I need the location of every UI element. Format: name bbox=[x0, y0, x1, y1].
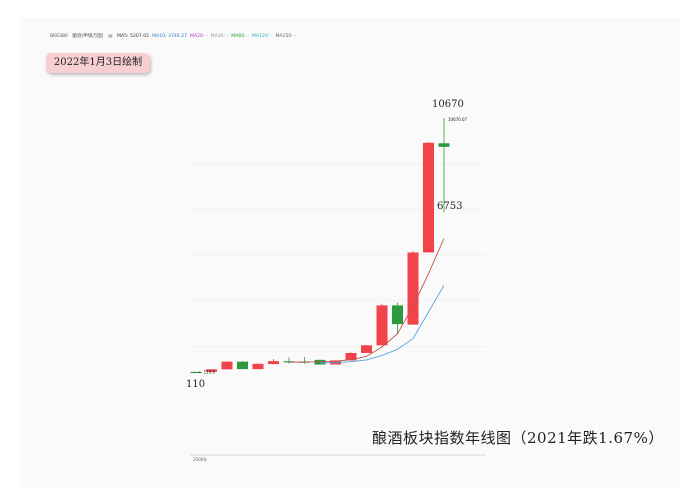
chart-caption: 酿酒板块指数年线图（2021年跌1.67%） bbox=[372, 429, 664, 447]
candle-body-12 bbox=[376, 305, 388, 346]
ma5-line bbox=[288, 238, 445, 363]
indicator-legend: BK0380 酿酒(申银万国) @ MA5: 5207.02 MA10: 3746… bbox=[50, 33, 302, 39]
ma-label-5: MA120: - bbox=[251, 34, 273, 39]
ma-label-1: MA10: 3746.27 bbox=[152, 34, 188, 39]
index-name: 酿酒(申银万国) bbox=[72, 34, 104, 39]
ma-label-0: MA5: 5207.02 bbox=[117, 34, 150, 39]
candle-body-2 bbox=[221, 361, 233, 370]
max-value-small-label: 10670.07 bbox=[448, 117, 468, 122]
max-value-label: 10670 bbox=[432, 99, 464, 110]
candle-body-14 bbox=[407, 252, 419, 325]
low-value-label: 6753 bbox=[437, 201, 462, 212]
candle-body-16 bbox=[438, 143, 450, 147]
chart-frame bbox=[20, 18, 680, 488]
x-axis-year-label: 2000年 bbox=[193, 457, 208, 462]
candle-body-1 bbox=[206, 369, 217, 372]
indicator-prefix: @ bbox=[107, 34, 113, 39]
ma-legend: MA5: 5207.02 MA10: 3746.27 MA20: - MA30: -M… bbox=[117, 34, 299, 39]
min-value-small-label: ← 110.6 bbox=[199, 370, 216, 375]
ma10-line bbox=[319, 284, 445, 364]
candle-body-13 bbox=[392, 305, 403, 325]
candle-body-15 bbox=[423, 142, 434, 253]
candle-body-8 bbox=[314, 359, 326, 365]
date-badge: 2022年1月3日绘制 bbox=[46, 53, 150, 73]
ma-label-3: MA30: - bbox=[210, 34, 229, 39]
index-code: BK0380 bbox=[50, 34, 68, 39]
candle-body-4 bbox=[252, 363, 264, 370]
min-value-label: 110 bbox=[186, 379, 205, 390]
candle-body-11 bbox=[361, 345, 372, 353]
ma-label-2: MA20: - bbox=[190, 34, 208, 39]
candle-body-3 bbox=[237, 361, 248, 370]
ma-label-6: MA250: - bbox=[275, 34, 296, 39]
ma-label-4: MA60: - bbox=[231, 34, 249, 39]
candle-body-5 bbox=[268, 361, 279, 365]
candle-body-10 bbox=[345, 352, 357, 361]
candle-body-0 bbox=[190, 371, 202, 374]
